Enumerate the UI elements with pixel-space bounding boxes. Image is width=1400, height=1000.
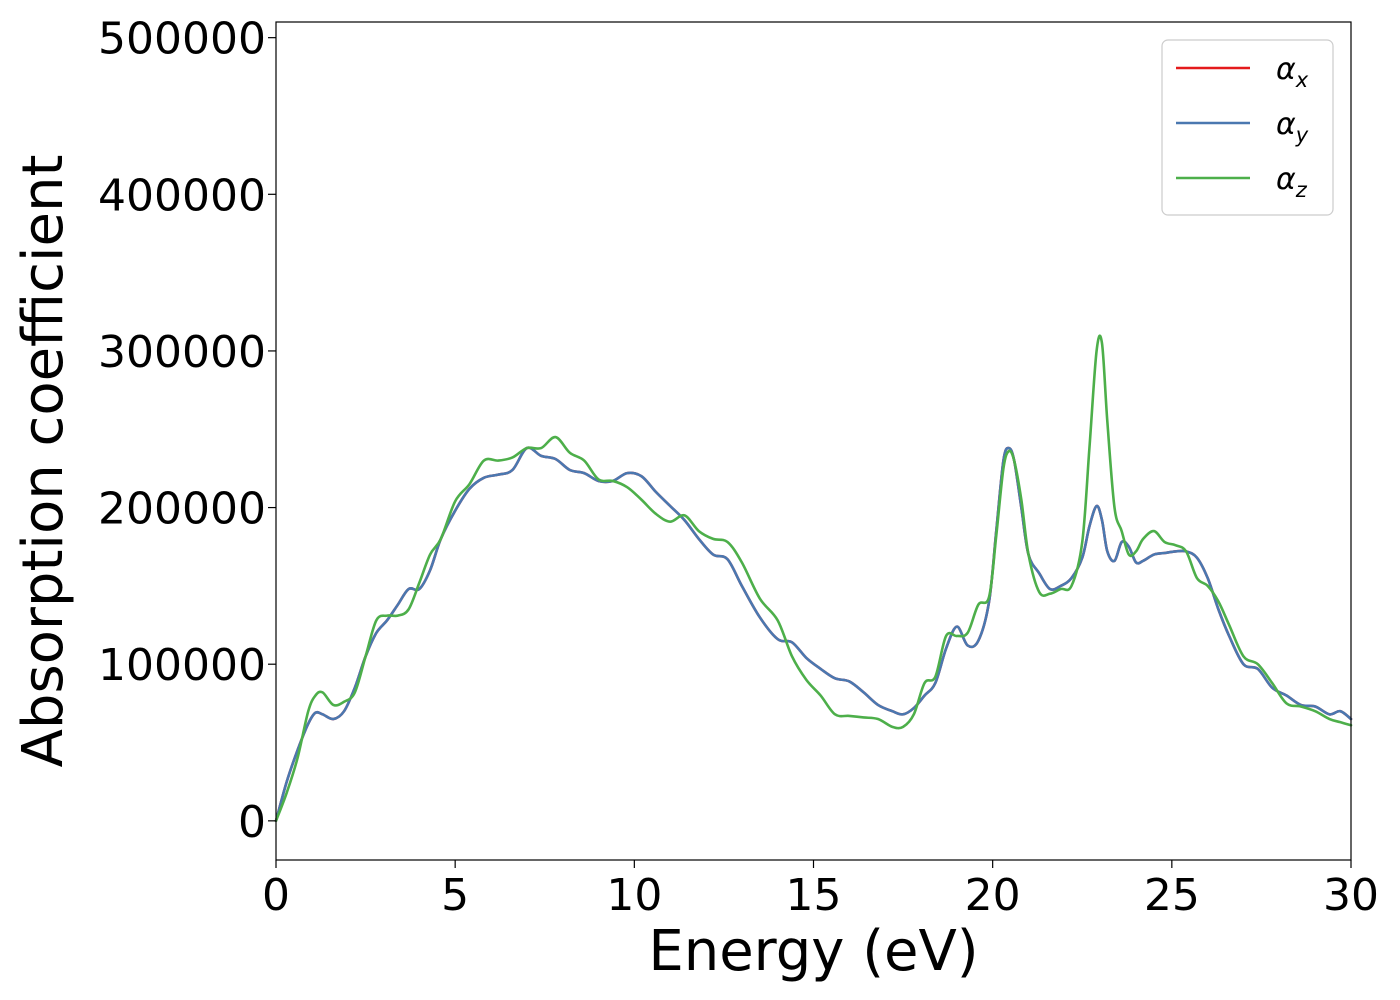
legend-label-z: αz [1276,162,1308,202]
x-tick-label: 15 [786,870,842,921]
series-line-z [274,334,1353,823]
x-tick-label: 10 [606,870,662,921]
x-tick-label: 25 [1144,870,1200,921]
x-tick-label: 5 [441,870,469,921]
legend-label-y: αy [1276,107,1309,147]
legend-label-x: αx [1276,52,1309,92]
y-tick-label: 300000 [98,327,266,378]
legend-box [1161,39,1334,216]
y-axis-title: Absorption coefficient [11,155,76,768]
y-axis-ticks: 0 100000 200000 300000 400000 500000 [98,14,276,848]
y-tick-label: 200000 [98,484,266,535]
x-tick-label: 0 [262,870,290,921]
plot-lines [274,334,1353,823]
x-tick-label: 20 [965,870,1021,921]
x-axis-title: Energy (eV) [648,919,978,984]
y-tick-label: 500000 [98,14,266,65]
y-tick-label: 400000 [98,170,266,221]
y-tick-label: 100000 [98,640,266,691]
series-line-y [274,446,1353,823]
chart-legend: αx αy αz [1161,39,1334,216]
x-tick-label: 30 [1323,870,1379,921]
x-axis-ticks: 0 5 10 15 20 25 30 [262,860,1379,921]
y-tick-label: 0 [238,797,266,848]
